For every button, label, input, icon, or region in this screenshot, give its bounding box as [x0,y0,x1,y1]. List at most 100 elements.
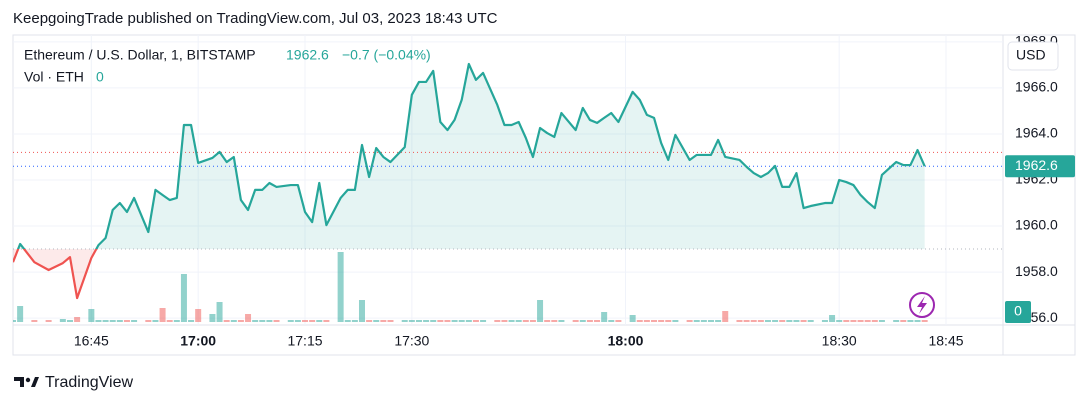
x-tick-label: 18:45 [928,333,963,349]
volume-bar [351,320,358,322]
price-line [13,62,926,300]
volume-bar [757,320,764,322]
volume-bar [195,309,202,322]
volume-bar [59,319,66,322]
volume-bar [864,320,871,322]
volume-bar [836,320,843,322]
volume-bar [95,320,102,322]
volume-bar [807,320,814,322]
volume-bar [764,320,771,322]
volume-bar [387,320,394,322]
volume-bar [529,320,536,322]
volume-bar [672,320,679,322]
volume-bar [700,320,707,322]
volume-bar [259,320,266,322]
volume-bar [914,320,921,322]
y-tick-label: 1960.0 [1015,217,1058,233]
volume-bar [558,320,565,322]
currency[interactable]: USD [1016,47,1046,63]
volume-bar [188,320,195,322]
volume-bar [152,320,159,322]
volume-bar [358,300,365,322]
volume-bar [601,312,608,322]
volume-bar [423,320,430,322]
volume-bar [180,274,187,322]
alert-icon[interactable] [909,292,935,318]
volume-bar [415,320,422,322]
volume-bar [366,320,373,322]
volume-bar [636,320,643,322]
volume-bar [88,309,95,322]
volume-bar [629,315,636,322]
volume-bar [437,320,444,322]
volume-bar [900,320,907,322]
volume-bar [266,320,273,322]
volume-bar [736,320,743,322]
volume-bar [465,320,472,322]
volume-bar [665,320,672,322]
volume-bar [594,320,601,322]
volume-bar [287,320,294,322]
volume-bar [586,320,593,322]
volume-bar [907,320,914,322]
volume-bar [494,320,501,322]
volume-last: 0 [96,69,104,85]
volume-bar [843,320,850,322]
volume-bar [209,314,216,322]
volume-bar [707,320,714,322]
volume-bar [579,320,586,322]
volume-bar [793,320,800,322]
x-tick-label: 17:30 [394,333,429,349]
volume-bar [323,320,330,322]
volume-bar [544,320,551,322]
volume-bar [821,320,828,322]
volume-name: Vol · ETH [24,69,84,85]
tradingview-logo [14,377,39,387]
volume-bar [309,320,316,322]
volume-bar [109,320,116,322]
volume-bar [871,320,878,322]
volume-bar [522,320,529,322]
legend-price: 1962.6 [286,47,329,63]
volume-bar [380,320,387,322]
volume-bar [223,320,230,322]
plot [13,35,1003,325]
volume-bar [878,320,885,322]
volume-bar [537,300,544,322]
volume-bar [216,302,223,322]
volume-bar [294,320,301,322]
legend-change: −0.7 (−0.04%) [342,47,431,63]
volume-bar [693,320,700,322]
volume-bar [230,320,237,322]
volume-bar [472,320,479,322]
volume-bar [344,320,351,322]
y-tick-label: 1966.0 [1015,79,1058,95]
volume-bar [458,320,465,322]
volume-bar [451,320,458,322]
volume-bar [686,320,693,322]
volume-bar [921,320,928,322]
x-tick-label: 16:45 [74,333,109,349]
x-tick-label: 17:00 [180,333,216,349]
volume-bar [31,320,38,322]
volume-bar [857,320,864,322]
chart-frame [12,34,1076,356]
volume-bar [508,320,515,322]
volume-bar [17,306,24,322]
area [13,64,925,299]
footer-brand: TradingView [45,374,133,391]
volume-bar [480,320,487,322]
volume-bar [715,320,722,322]
currency-button[interactable] [1007,41,1059,71]
volume-bar [102,320,109,322]
volume-bar [237,320,244,322]
volume-bar [173,320,180,322]
symbol-name: Ethereum / U.S. Dollar, 1, BITSTAMP [24,47,256,63]
volume-bar [501,320,508,322]
volume-bar [116,320,123,322]
volume-bar [750,320,757,322]
x-tick-label: 18:00 [608,333,644,349]
volume-tag [1005,301,1031,323]
volume-bar [337,252,344,322]
